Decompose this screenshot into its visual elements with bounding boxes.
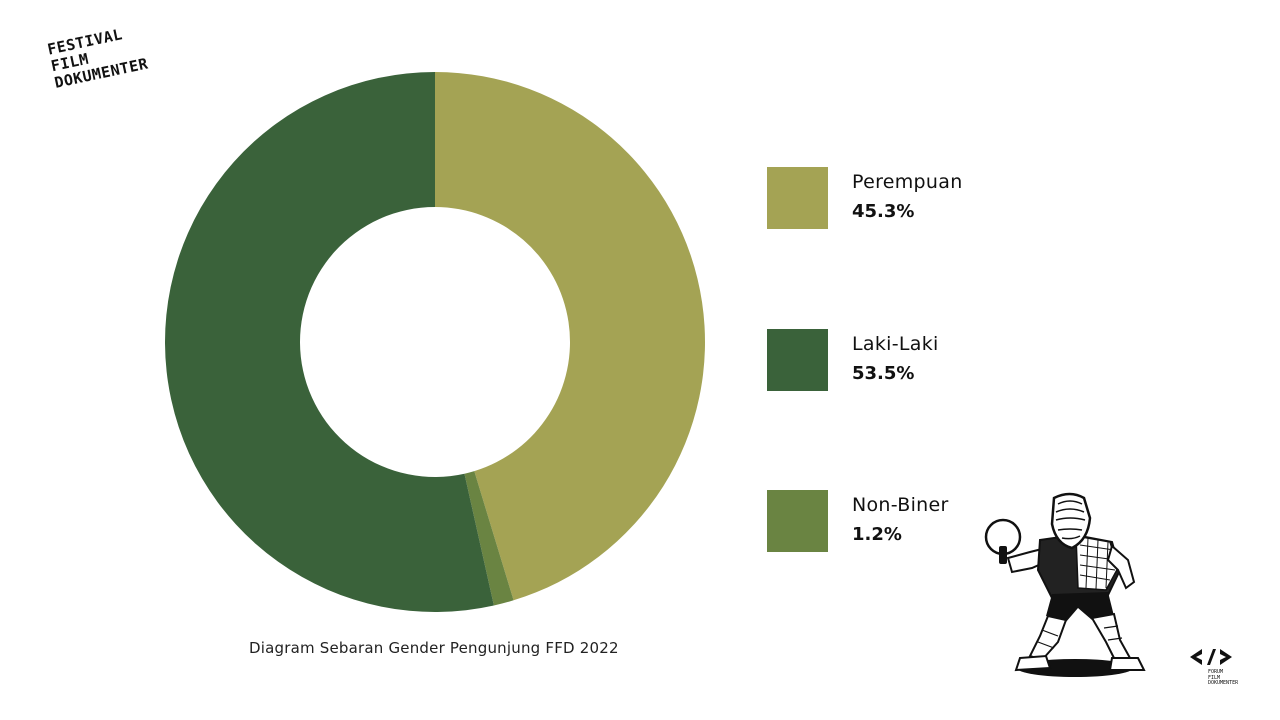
forum-logo-line-1: FORUM bbox=[1208, 669, 1224, 675]
donut-slices bbox=[164, 72, 705, 612]
slice-perempuan bbox=[435, 72, 705, 601]
legend-item-non-biner: Non-Biner 1.2% bbox=[767, 490, 1067, 552]
legend-item-laki-laki: Laki-Laki 53.5% bbox=[767, 329, 1067, 391]
slice-non-biner bbox=[464, 471, 514, 606]
legend-item-perempuan: Perempuan 45.3% bbox=[767, 167, 1067, 229]
table-tennis-robot-illustration bbox=[984, 492, 1146, 677]
legend-swatch-non-biner bbox=[767, 490, 828, 552]
chart-caption: Diagram Sebaran Gender Pengunjung FFD 20… bbox=[249, 639, 619, 657]
legend-label-non-biner: Non-Biner bbox=[852, 494, 949, 516]
forum-logo-text: FORUM FILM DOKUMENTER bbox=[1208, 669, 1239, 687]
legend-label-perempuan: Perempuan bbox=[852, 171, 963, 193]
slice-laki-laki bbox=[164, 72, 494, 612]
forum-logo-line-2: FILM bbox=[1208, 674, 1221, 681]
legend-label-laki-laki: Laki-Laki bbox=[852, 333, 939, 355]
legend-swatch-laki-laki bbox=[767, 329, 828, 391]
forum-logo-icon bbox=[1190, 649, 1232, 665]
legend-swatch-perempuan bbox=[767, 167, 828, 229]
legend-value-perempuan: 45.3% bbox=[852, 201, 915, 222]
legend-value-laki-laki: 53.5% bbox=[852, 363, 915, 384]
forum-logo-line-3: DOKUMENTER bbox=[1208, 680, 1239, 686]
legend-value-non-biner: 1.2% bbox=[852, 524, 902, 545]
